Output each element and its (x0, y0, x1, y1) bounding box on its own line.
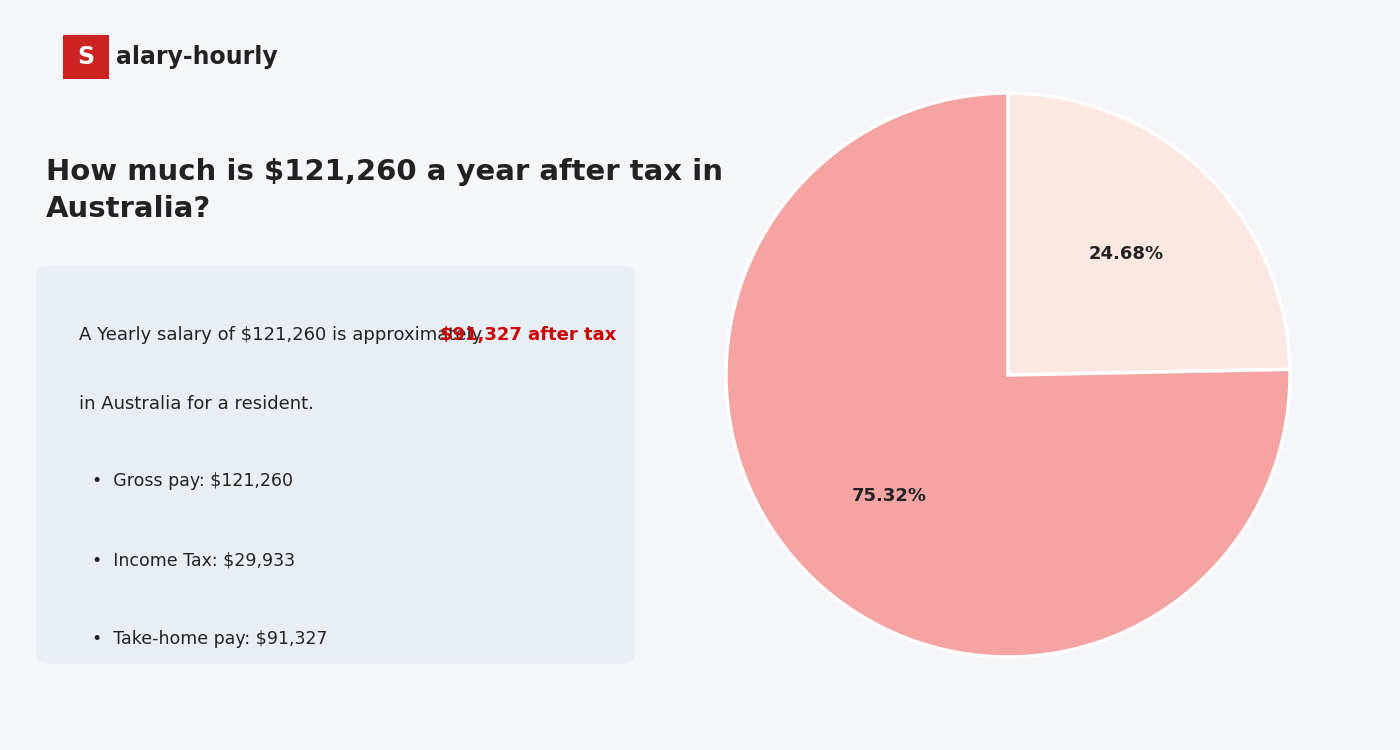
Wedge shape (727, 93, 1289, 657)
Text: •  Income Tax: $29,933: • Income Tax: $29,933 (92, 551, 295, 569)
Text: in Australia for a resident.: in Australia for a resident. (78, 395, 314, 413)
Text: S: S (77, 45, 95, 69)
Text: 75.32%: 75.32% (853, 487, 927, 505)
Text: •  Take-home pay: $91,327: • Take-home pay: $91,327 (92, 630, 328, 648)
FancyBboxPatch shape (36, 266, 636, 664)
Text: 24.68%: 24.68% (1089, 245, 1163, 263)
Text: alary-hourly: alary-hourly (116, 45, 279, 69)
Text: A Yearly salary of $121,260 is approximately: A Yearly salary of $121,260 is approxima… (78, 326, 489, 344)
Text: •  Gross pay: $121,260: • Gross pay: $121,260 (92, 472, 293, 490)
Text: $91,327 after tax: $91,327 after tax (440, 326, 616, 344)
Wedge shape (1008, 93, 1289, 375)
Text: How much is $121,260 a year after tax in
Australia?: How much is $121,260 a year after tax in… (46, 158, 722, 224)
